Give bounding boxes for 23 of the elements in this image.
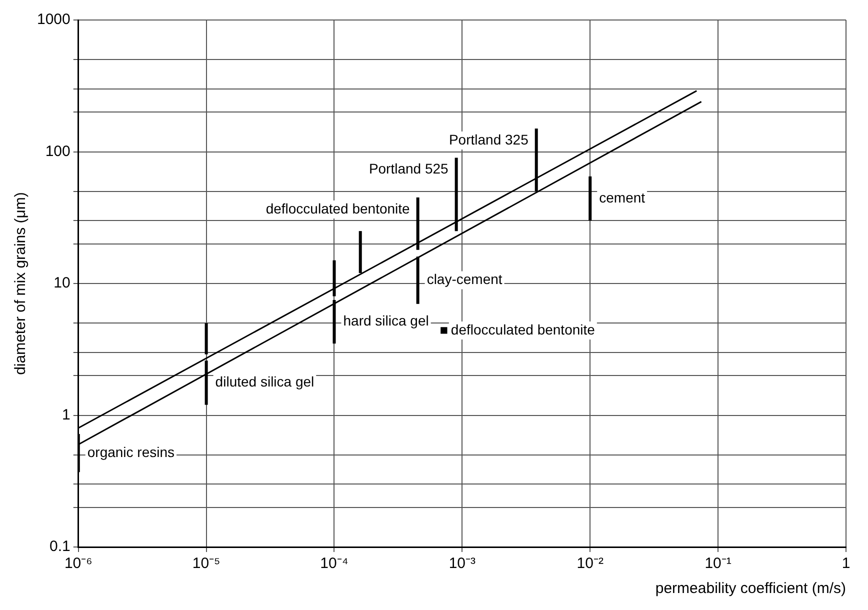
series-label: Portland 325 xyxy=(448,131,529,148)
series-label: hard silica gel xyxy=(343,312,429,329)
x-axis-title: permeability coefficient (m/s) xyxy=(655,580,846,598)
y-tick-label: 100 xyxy=(45,142,70,160)
series-label: organic resins xyxy=(87,444,175,460)
y-tick-label: 0.1 xyxy=(50,538,70,556)
series-label: deflocculated bentonite xyxy=(266,200,410,216)
y-axis-title: diameter of mix grains (μm) xyxy=(12,192,30,375)
x-tick-label: 1 xyxy=(842,555,850,572)
series-label: Portland 525 xyxy=(368,160,449,177)
series-label: deflocculated bentonite xyxy=(450,321,596,338)
y-tick-label: 10 xyxy=(54,274,70,292)
y-tick-label: 1000 xyxy=(36,11,70,28)
x-tick-label: 10⁻¹ xyxy=(704,555,732,572)
x-tick-label: 10⁻⁶ xyxy=(64,555,92,572)
x-tick-label: 10⁻³ xyxy=(448,555,476,572)
x-tick-label: 10⁻² xyxy=(576,555,604,572)
x-tick-label: 10⁻⁴ xyxy=(320,555,348,572)
series-label: clay-cement xyxy=(426,271,502,288)
series-label: cement xyxy=(599,189,646,206)
x-tick-label: 10⁻⁵ xyxy=(192,555,220,572)
series-label: diluted silica gel xyxy=(215,374,314,390)
y-tick-label: 1 xyxy=(62,406,70,424)
